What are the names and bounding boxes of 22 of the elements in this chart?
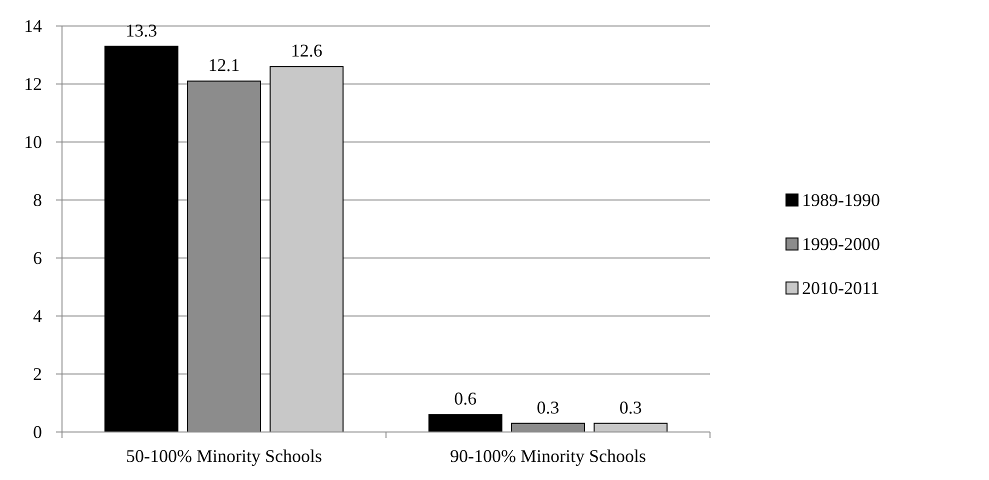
bar bbox=[104, 46, 178, 432]
data-label: 13.3 bbox=[126, 20, 158, 40]
data-label: 12.6 bbox=[290, 40, 322, 61]
y-tick-label: 4 bbox=[33, 306, 42, 326]
bar bbox=[270, 66, 344, 432]
y-tick-label: 14 bbox=[24, 16, 42, 36]
data-label: 0.3 bbox=[619, 397, 642, 418]
y-tick-label: 2 bbox=[33, 364, 42, 384]
x-tick-label: 50-100% Minority Schools bbox=[126, 446, 322, 466]
y-tick-label: 6 bbox=[33, 248, 42, 268]
data-label: 0.3 bbox=[536, 397, 560, 418]
y-tick-label: 8 bbox=[33, 190, 42, 210]
y-tick-label: 12 bbox=[24, 74, 42, 94]
legend-label: 1989-1990 bbox=[802, 190, 880, 210]
legend-label: 1999-2000 bbox=[802, 234, 880, 254]
data-label: 0.6 bbox=[454, 388, 477, 409]
y-tick-label: 10 bbox=[24, 132, 42, 152]
legend-label: 2010-2011 bbox=[802, 278, 880, 298]
bar bbox=[428, 414, 502, 432]
x-tick-label: 90-100% Minority Schools bbox=[450, 446, 646, 466]
data-label: 12.1 bbox=[208, 55, 240, 76]
y-tick-label: 0 bbox=[33, 422, 42, 442]
